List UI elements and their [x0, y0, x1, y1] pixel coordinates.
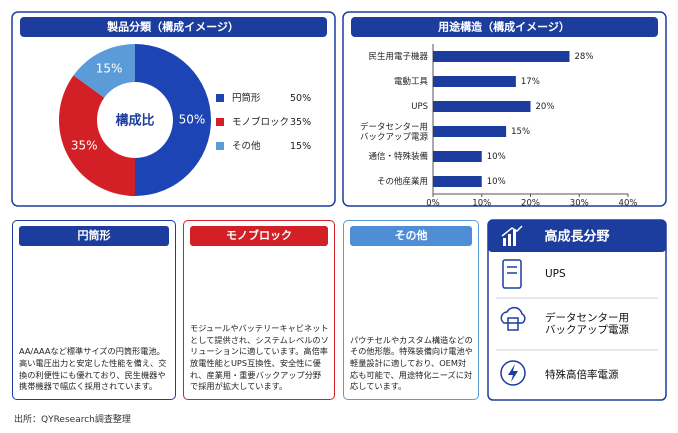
pie-slice — [59, 75, 135, 196]
value-label: 10% — [487, 152, 506, 162]
bar — [433, 126, 507, 137]
center-label: 構成比 — [115, 113, 154, 129]
legend-value: 50% — [290, 93, 311, 104]
growth-item: 特殊高倍率電源 — [545, 368, 619, 381]
legend-swatch — [216, 142, 224, 150]
panel-title: その他 — [350, 226, 472, 246]
growth-header — [488, 220, 666, 252]
legend-swatch — [216, 118, 224, 126]
title-bar — [351, 17, 658, 37]
panel-title: モノブロック — [190, 226, 328, 246]
x-tick-label: 30% — [570, 199, 589, 209]
source: 出所：QYResearch調査整理 — [14, 415, 131, 425]
legend-value: 35% — [290, 117, 311, 128]
growth-item-icon — [500, 360, 526, 386]
value-label: 17% — [521, 77, 540, 87]
title-bar — [20, 17, 327, 37]
growth-item: データセンター用バックアップ電源 — [545, 311, 629, 336]
panel: その他 パウチセルやカスタム構造などのその他形態。特殊装備向け電池や軽量設計に適… — [343, 220, 479, 400]
growth-item: UPS — [545, 268, 566, 280]
panel-text: AA/AAAなど標準サイズの円筒形電池。高い電圧出力と安定した性能を備え、交換の… — [19, 346, 167, 392]
panel-title: 円筒形 — [19, 226, 169, 246]
growth-title: 高成長分野 — [544, 229, 609, 245]
y-tick-label: 電動工具 — [394, 76, 429, 87]
y-tick-label: UPS — [411, 102, 428, 112]
panel: 円筒形 AA/AAAなど標準サイズの円筒形電池。高い電圧出力と安定した性能を備え… — [12, 220, 176, 400]
panel: モノブロック モジュールやバッテリーキャビネットとして提供され、システムレベルの… — [183, 220, 335, 400]
pie-slice — [135, 44, 211, 196]
bar — [433, 76, 516, 87]
growth-icon — [501, 225, 523, 246]
value-label: 20% — [536, 102, 555, 112]
bar — [433, 101, 531, 112]
legend-label: その他 — [232, 140, 261, 152]
chart-title: 用途構造（構成イメージ） — [438, 20, 570, 34]
x-tick-label: 0% — [426, 199, 440, 209]
y-tick-label: 通信・特殊装備 — [368, 151, 428, 162]
y-tick-label: データセンター用バックアップ電源 — [360, 121, 429, 142]
bar — [433, 176, 482, 187]
bar — [433, 51, 570, 62]
pie-slice — [73, 44, 135, 98]
x-tick-label: 20% — [521, 199, 540, 209]
growth-item-icon — [500, 306, 526, 331]
y-tick-label: 民生用電子機器 — [368, 51, 428, 62]
slice-label: 15% — [96, 62, 123, 76]
x-tick-label: 10% — [472, 199, 491, 209]
panel-text: モジュールやバッテリーキャビネットとして提供され、システムレベルのソリューション… — [190, 323, 329, 392]
value-label: 28% — [575, 52, 594, 62]
legend-label: モノブロック — [232, 116, 289, 128]
slice-label: 35% — [71, 138, 98, 152]
chart-title: 製品分類（構成イメージ） — [106, 20, 239, 34]
bar — [433, 151, 482, 162]
legend-swatch — [216, 94, 224, 102]
panel-text: パウチセルやカスタム構造などのその他形態。特殊装備向け電池や軽量設計に適しており… — [350, 334, 473, 392]
value-label: 15% — [511, 127, 530, 137]
growth-item-icon — [502, 259, 522, 289]
slice-label: 50% — [179, 113, 206, 127]
legend-value: 15% — [290, 141, 311, 152]
legend-label: 円筒形 — [232, 92, 261, 104]
x-tick-label: 40% — [619, 199, 638, 209]
value-label: 10% — [487, 177, 506, 187]
y-tick-label: その他産業用 — [377, 176, 428, 187]
